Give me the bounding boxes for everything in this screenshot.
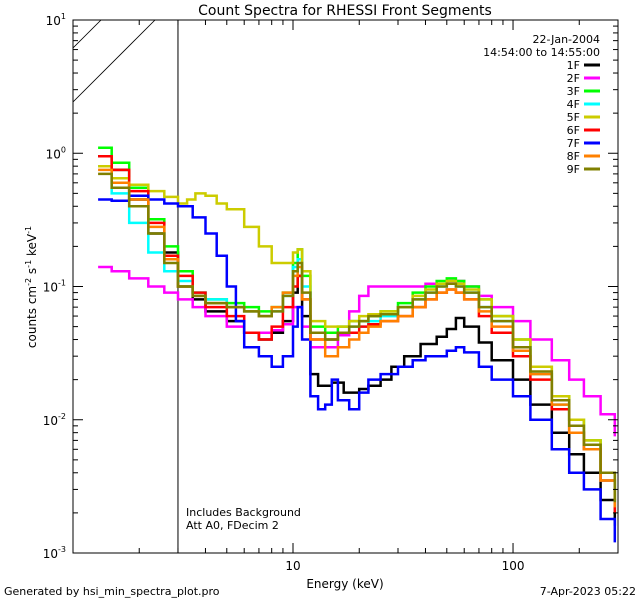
- header-date: 22-Jan-2004: [533, 33, 601, 46]
- x-tick-labels: 10 100: [285, 559, 524, 573]
- series-line-9F: [98, 172, 617, 503]
- legend-label-8F: 8F: [567, 150, 580, 163]
- legend-label-7F: 7F: [567, 137, 580, 150]
- legend-label-4F: 4F: [567, 98, 580, 111]
- y-label-part: keV: [25, 233, 39, 260]
- y-label-exp: -2: [24, 278, 33, 286]
- legend-label-5F: 5F: [567, 111, 580, 124]
- y-label-exp: -1: [24, 226, 33, 234]
- y-tick-label: 100: [46, 145, 66, 161]
- legend-label-9F: 9F: [567, 163, 580, 176]
- y-label-exp: -1: [24, 260, 33, 268]
- y-tick-label: 10-3: [43, 545, 66, 561]
- legend-label-6F: 6F: [567, 124, 580, 137]
- y-tick-labels: 101 100 10-1 10-2 10-3: [43, 12, 66, 561]
- y-tick-label: 10-2: [43, 412, 66, 428]
- legend-label-1F: 1F: [567, 59, 580, 72]
- header-time-range: 14:54:00 to 14:55:00: [483, 46, 600, 59]
- series-line-7F: [98, 194, 617, 543]
- legend-label-3F: 3F: [567, 85, 580, 98]
- axis-ticks: [72, 19, 619, 554]
- series-line-1F: [98, 154, 617, 526]
- y-tick-label: 101: [46, 12, 66, 28]
- annotation-background: Includes Background: [186, 506, 301, 519]
- x-tick-label: 10: [285, 559, 300, 573]
- x-tick-label: 100: [502, 559, 525, 573]
- series-lines: [98, 146, 617, 543]
- legend-label-2F: 2F: [567, 72, 580, 85]
- y-label-part: counts cm: [25, 286, 39, 348]
- y-label-part: s: [25, 268, 39, 278]
- y-axis-label: counts cm-2 s-1 keV-1: [24, 226, 39, 348]
- footer-generated-by: Generated by hsi_min_spectra_plot.pro: [4, 585, 220, 598]
- y-tick-label: 10-1: [43, 279, 66, 295]
- annotation-attenuator: Att A0, FDecim 2: [186, 519, 279, 532]
- chart-title: Count Spectra for RHESSI Front Segments: [198, 3, 492, 19]
- footer-timestamp: 7-Apr-2023 05:22: [540, 585, 636, 598]
- x-axis-label: Energy (keV): [306, 577, 383, 591]
